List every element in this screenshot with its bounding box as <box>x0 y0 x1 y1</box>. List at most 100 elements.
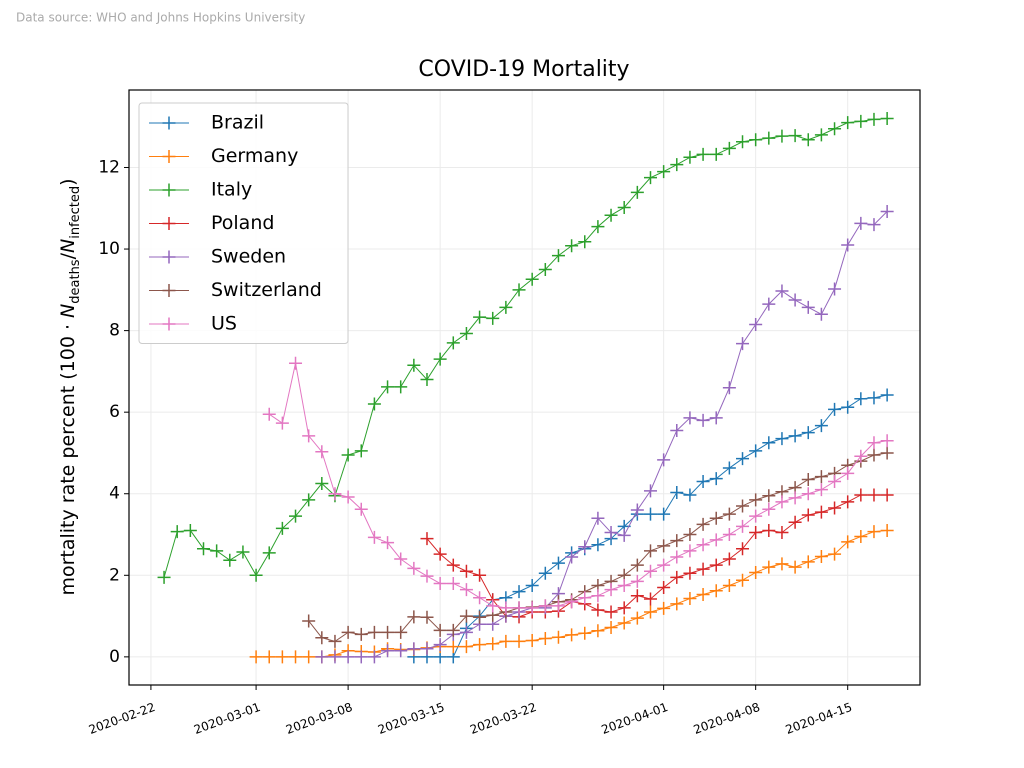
x-tick-label: 2020-02-22 <box>87 700 157 737</box>
point-marker <box>433 576 447 590</box>
point-marker <box>762 131 776 145</box>
point-marker <box>604 208 618 222</box>
point-marker <box>525 272 539 286</box>
point-marker <box>749 444 763 458</box>
point-marker <box>433 638 447 652</box>
point-marker <box>538 599 552 613</box>
point-marker <box>394 644 408 658</box>
point-marker <box>591 624 605 638</box>
point-marker <box>578 540 592 554</box>
source-note: Data source: WHO and Johns Hopkins Unive… <box>16 11 305 25</box>
point-marker <box>354 650 368 664</box>
point-marker <box>788 560 802 574</box>
point-marker <box>289 650 303 664</box>
point-marker <box>683 528 697 542</box>
y-axis-label-part: mortality rate percent (100 · <box>57 318 79 596</box>
point-marker <box>183 523 197 537</box>
point-marker <box>696 475 710 489</box>
point-marker <box>722 552 736 566</box>
point-marker <box>828 547 842 561</box>
point-marker <box>381 625 395 639</box>
legend-label: Italy <box>211 179 252 201</box>
y-tick-label: 12 <box>98 157 120 177</box>
point-marker <box>525 601 539 615</box>
point-marker <box>328 650 342 664</box>
point-marker <box>275 521 289 535</box>
point-marker <box>709 411 723 425</box>
point-marker <box>696 587 710 601</box>
point-marker <box>446 623 460 637</box>
point-marker <box>433 352 447 366</box>
point-marker <box>486 311 500 325</box>
point-marker <box>775 525 789 539</box>
point-marker <box>683 544 697 558</box>
point-marker <box>788 429 802 443</box>
point-marker <box>696 562 710 576</box>
y-axis-label-part: infected <box>68 186 83 239</box>
point-marker <box>828 402 842 416</box>
point-marker <box>801 508 815 522</box>
point-marker <box>512 634 526 648</box>
point-marker <box>591 511 605 525</box>
point-marker <box>630 558 644 572</box>
y-tick-label: 0 <box>109 647 120 667</box>
point-marker <box>302 614 316 628</box>
point-marker <box>828 122 842 136</box>
point-marker <box>749 133 763 147</box>
point-marker <box>814 307 828 321</box>
point-marker <box>473 610 487 624</box>
point-marker <box>459 326 473 340</box>
point-marker <box>854 488 868 502</box>
point-marker <box>459 625 473 639</box>
y-axis-label-part: ) <box>57 178 79 185</box>
x-tick-label: 2020-03-01 <box>192 700 262 737</box>
point-marker <box>696 413 710 427</box>
point-marker <box>565 550 579 564</box>
point-marker <box>617 578 631 592</box>
legend-label: Brazil <box>211 112 264 134</box>
point-marker <box>814 550 828 564</box>
point-marker <box>367 397 381 411</box>
point-marker <box>262 546 276 560</box>
y-axis-label-part: N <box>57 304 79 318</box>
point-marker <box>236 545 250 559</box>
legend-label: Switzerland <box>211 279 322 301</box>
legend-marker <box>162 250 176 264</box>
plot-area <box>157 112 894 664</box>
point-marker <box>512 283 526 297</box>
point-marker <box>381 536 395 550</box>
point-marker <box>551 630 565 644</box>
point-marker <box>512 601 526 615</box>
point-marker <box>670 158 684 172</box>
point-marker <box>867 218 881 232</box>
point-marker <box>657 539 671 553</box>
point-marker <box>512 585 526 599</box>
point-marker <box>341 625 355 639</box>
point-marker <box>736 499 750 513</box>
point-marker <box>736 573 750 587</box>
point-marker <box>459 564 473 578</box>
point-marker <box>814 419 828 433</box>
point-marker <box>762 502 776 516</box>
point-marker <box>446 336 460 350</box>
point-marker <box>420 610 434 624</box>
point-marker <box>709 533 723 547</box>
point-marker <box>683 411 697 425</box>
point-marker <box>670 534 684 548</box>
point-marker <box>867 525 881 539</box>
point-marker <box>630 185 644 199</box>
point-marker <box>775 432 789 446</box>
point-marker <box>630 574 644 588</box>
point-marker <box>315 650 329 664</box>
point-marker <box>302 429 316 443</box>
point-marker <box>814 505 828 519</box>
point-marker <box>801 426 815 440</box>
point-marker <box>604 605 618 619</box>
point-marker <box>196 542 210 556</box>
point-marker <box>170 525 184 539</box>
point-marker <box>880 205 894 219</box>
point-marker <box>762 436 776 450</box>
point-marker <box>249 650 263 664</box>
point-marker <box>880 446 894 460</box>
